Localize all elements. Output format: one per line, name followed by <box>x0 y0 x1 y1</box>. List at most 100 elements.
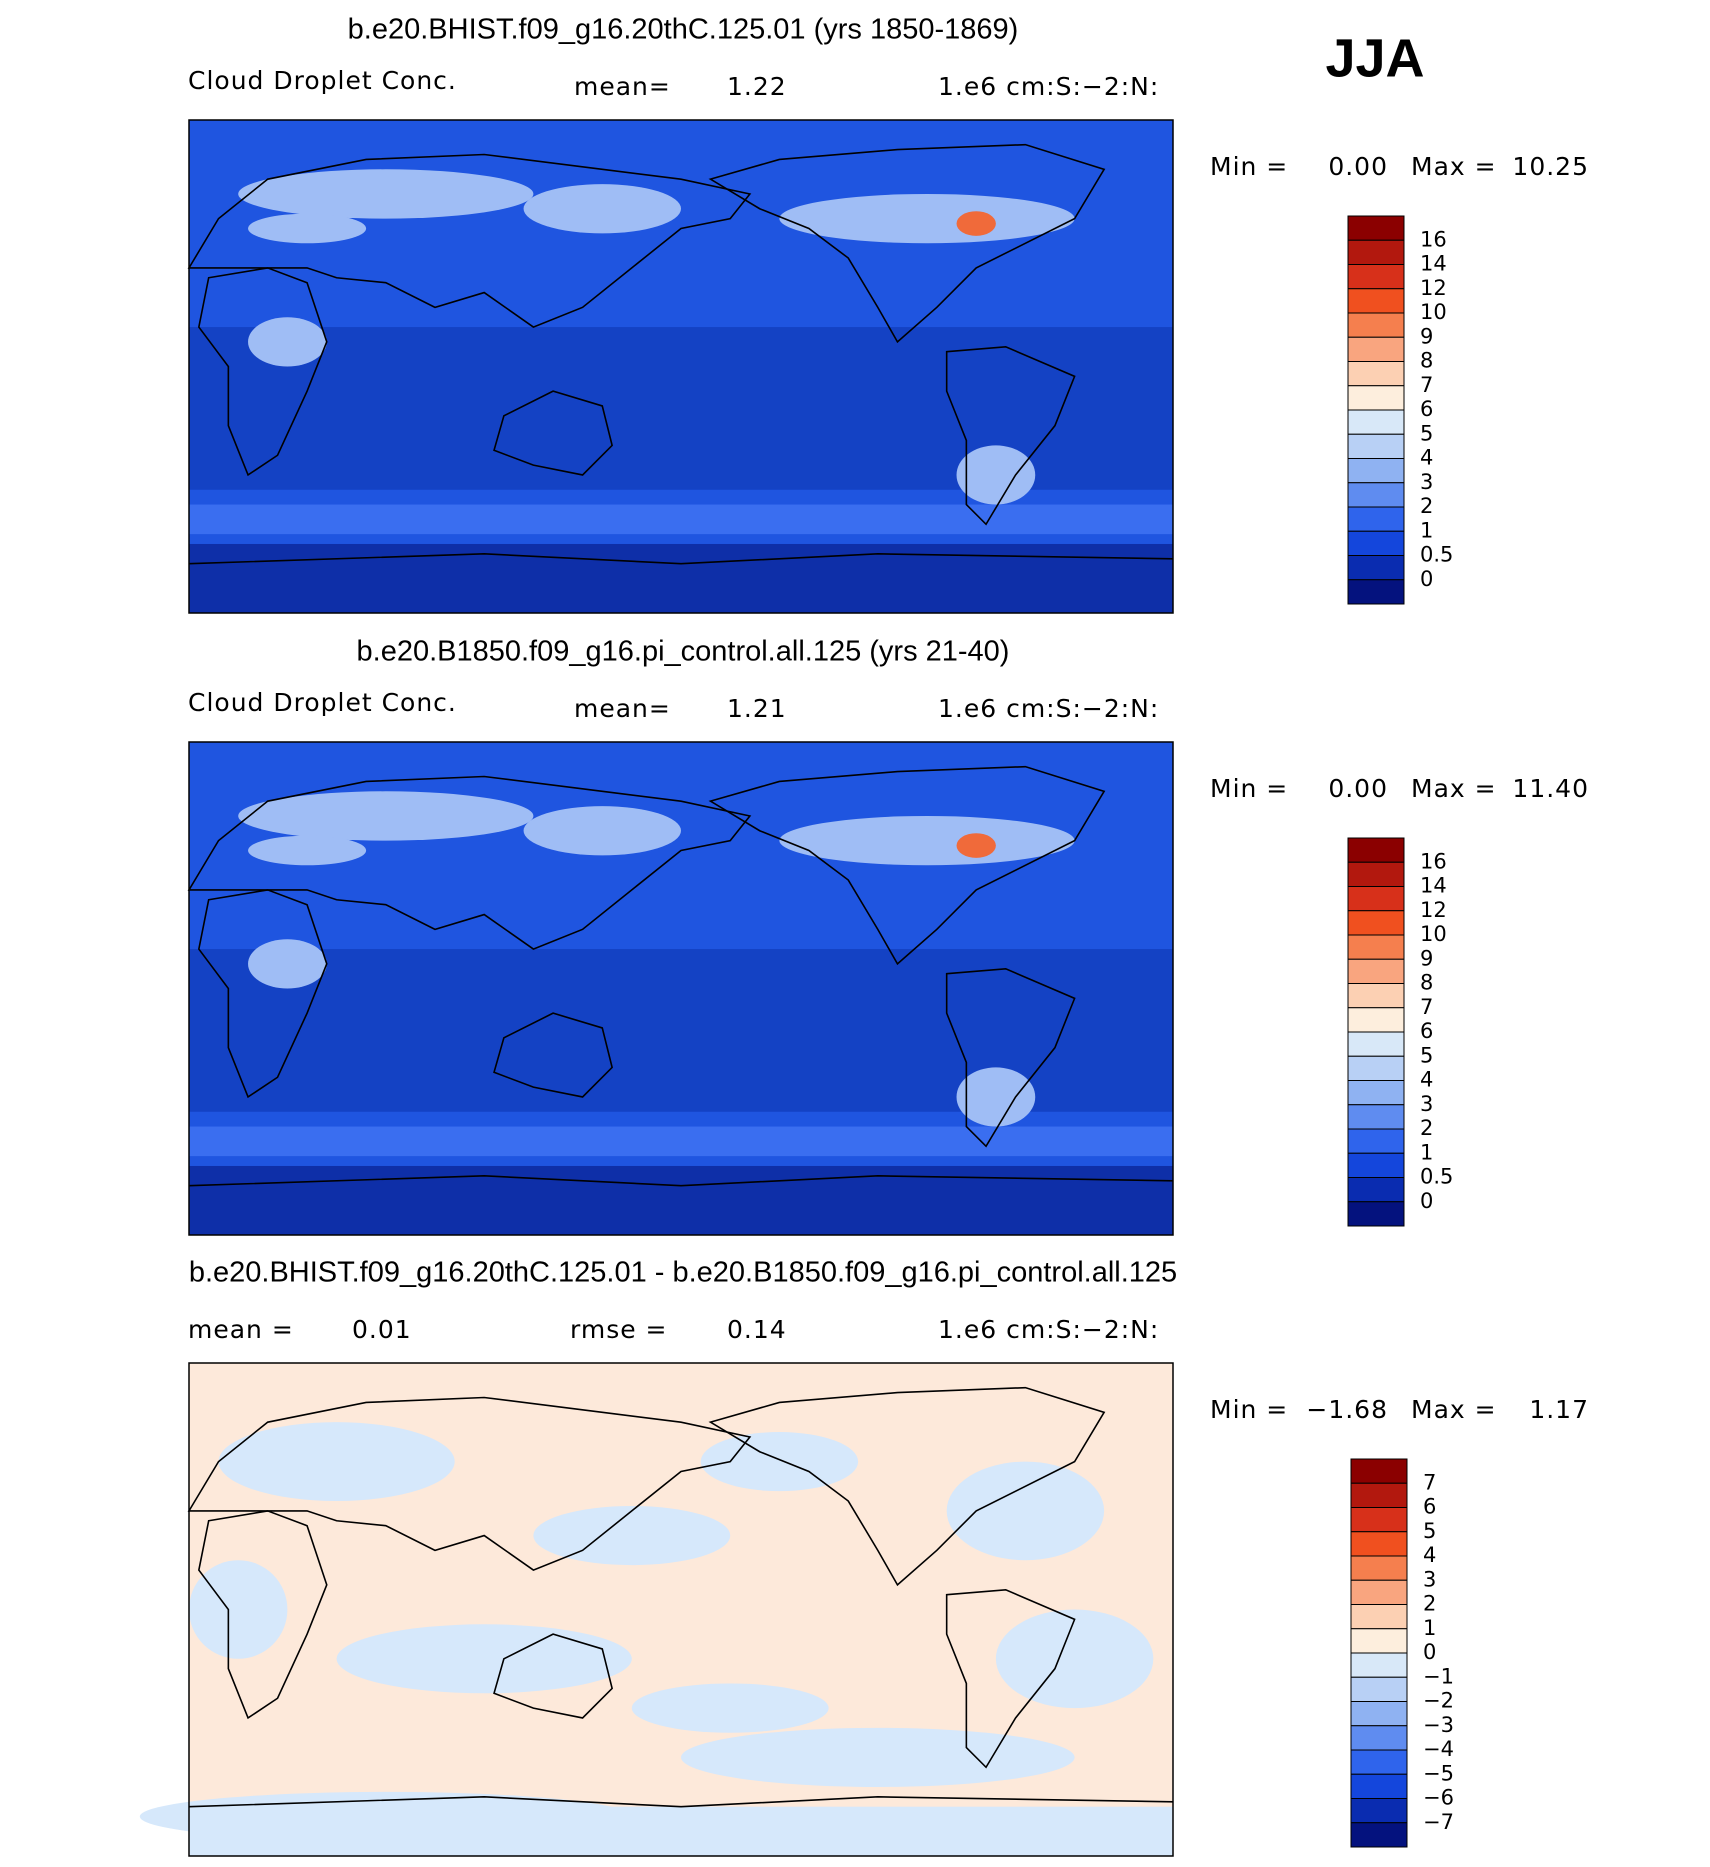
high-band <box>523 184 682 234</box>
panel-title: b.e20.BHIST.f09_g16.20thC.125.01 - b.e20… <box>189 1257 1177 1289</box>
colorbar-box <box>1347 458 1405 484</box>
colorbar-box <box>1347 288 1405 314</box>
max-value: 1.17 <box>1529 1395 1589 1424</box>
colorbar-box <box>1347 1031 1405 1057</box>
colorbar-label: 6 <box>1423 1495 1436 1519</box>
colorbar-label: 2 <box>1420 494 1433 518</box>
colorbar-label: 0 <box>1420 1189 1433 1213</box>
max-label: Max = <box>1411 152 1497 181</box>
colorbar-label: 9 <box>1420 324 1433 348</box>
anomaly-patch <box>946 1461 1105 1561</box>
high-band <box>779 815 1075 866</box>
colorbar-label: 10 <box>1420 922 1447 946</box>
anomaly-patch <box>336 1624 632 1694</box>
anomaly-patch <box>189 1560 288 1659</box>
colorbar-label: 16 <box>1420 227 1447 251</box>
polar-band <box>189 543 1173 613</box>
colorbar-box <box>1347 1080 1405 1106</box>
colorbar-label: −6 <box>1423 1786 1454 1810</box>
colorbar-box <box>1347 361 1405 387</box>
coastline <box>197 889 328 1099</box>
colorbar-box <box>1350 1701 1408 1727</box>
colorbar-label: 7 <box>1423 1470 1436 1494</box>
colorbar-box <box>1347 886 1405 912</box>
colorbar-label: 4 <box>1420 1068 1433 1092</box>
colorbar-label: 12 <box>1420 898 1447 922</box>
colorbar-box <box>1350 1628 1408 1654</box>
coastline <box>945 1588 1076 1769</box>
colorbar-box <box>1350 1555 1408 1581</box>
colorbar-box <box>1347 1152 1405 1178</box>
colorbar-box <box>1347 934 1405 960</box>
high-band <box>238 169 534 219</box>
coastline <box>945 345 1076 526</box>
storm-band <box>189 1126 1173 1157</box>
colorbar-box <box>1350 1798 1408 1824</box>
stat-label: rmse = <box>570 1315 668 1344</box>
high-band <box>956 1067 1036 1127</box>
colorbar-label: −7 <box>1423 1810 1454 1834</box>
colorbar-box <box>1347 910 1405 936</box>
colorbar-box <box>1347 530 1405 556</box>
colorbar-label: 3 <box>1420 470 1433 494</box>
units: 1.e6 cm:S:−2:N: <box>938 72 1159 101</box>
colorbar-box <box>1347 215 1405 241</box>
colorbar-box <box>1347 837 1405 863</box>
coastline <box>188 553 1174 565</box>
colorbar-box <box>1347 385 1405 411</box>
colorbar-label: 1 <box>1420 518 1433 542</box>
colorbar-box <box>1350 1531 1408 1557</box>
coastline <box>188 1796 1174 1808</box>
colorbar-box <box>1347 555 1405 581</box>
storm-band <box>189 504 1173 535</box>
colorbar-label: −4 <box>1423 1737 1454 1761</box>
colorbar-box <box>1347 336 1405 362</box>
high-band <box>248 213 367 244</box>
map-frame <box>188 741 1174 1236</box>
coastline <box>708 143 1106 344</box>
colorbar-label: −1 <box>1423 1664 1454 1688</box>
stat-label: mean= <box>574 72 671 101</box>
colorbar-label: −5 <box>1423 1761 1454 1785</box>
max-label: Max = <box>1411 1395 1497 1424</box>
colorbar-box <box>1347 264 1405 290</box>
map <box>139 1362 1174 1857</box>
colorbar-label: −2 <box>1423 1689 1454 1713</box>
colorbar-box <box>1347 1201 1405 1227</box>
colorbar-label: 0.5 <box>1420 543 1453 567</box>
min-value: −1.68 <box>1306 1395 1388 1424</box>
colorbar-box <box>1350 1507 1408 1533</box>
colorbar-label: 0.5 <box>1420 1165 1453 1189</box>
colorbar-box <box>1347 983 1405 1009</box>
max-value: 10.25 <box>1512 152 1589 181</box>
stat-label: mean= <box>574 694 671 723</box>
colorbar-label: 3 <box>1420 1092 1433 1116</box>
colorbar-box <box>1350 1604 1408 1630</box>
anomaly-patch <box>995 1609 1154 1709</box>
colorbar-box <box>1350 1773 1408 1799</box>
colorbar-label: 7 <box>1420 373 1433 397</box>
colorbar-box <box>1347 482 1405 508</box>
max-label: Max = <box>1411 774 1497 803</box>
coastline <box>188 1175 1174 1187</box>
colorbar-box <box>1347 1055 1405 1081</box>
coastline <box>493 1012 614 1098</box>
colorbar-label: 8 <box>1420 349 1433 373</box>
coastline <box>708 1386 1106 1587</box>
min-value: 0.00 <box>1328 774 1388 803</box>
colorbar-box <box>1347 1177 1405 1203</box>
anomaly-patch <box>631 1683 829 1733</box>
high-band <box>248 939 327 989</box>
max-value: 11.40 <box>1512 774 1589 803</box>
colorbar-box <box>1347 1104 1405 1130</box>
colorbar-label: 4 <box>1420 446 1433 470</box>
peak <box>956 833 996 858</box>
colorbar-label: 2 <box>1423 1592 1436 1616</box>
coastline <box>187 153 752 328</box>
colorbar-box <box>1347 861 1405 887</box>
season-label: JJA <box>1325 28 1424 88</box>
colorbar-label: 10 <box>1420 300 1447 324</box>
colorbar-box <box>1347 958 1405 984</box>
map-frame <box>188 1362 1174 1857</box>
